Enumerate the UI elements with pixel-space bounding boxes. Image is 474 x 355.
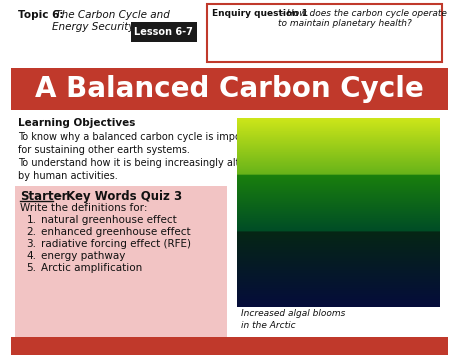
Text: Write the definitions for:: Write the definitions for: xyxy=(20,203,147,213)
FancyBboxPatch shape xyxy=(207,4,442,62)
Text: To know why a balanced carbon cycle is important
for sustaining other earth syst: To know why a balanced carbon cycle is i… xyxy=(18,132,265,155)
Text: Learning Objectives: Learning Objectives xyxy=(18,118,136,128)
Text: enhanced greenhouse effect: enhanced greenhouse effect xyxy=(41,227,191,237)
Text: Lesson 6-7: Lesson 6-7 xyxy=(134,27,193,37)
Text: - Key Words Quiz 3: - Key Words Quiz 3 xyxy=(53,190,182,203)
Text: radiative forcing effect (RFE): radiative forcing effect (RFE) xyxy=(41,239,191,249)
Text: 5.: 5. xyxy=(27,263,36,273)
Text: energy pathway: energy pathway xyxy=(41,251,126,261)
Text: To understand how it is being increasingly altered
by human activities.: To understand how it is being increasing… xyxy=(18,158,262,181)
Text: 2.: 2. xyxy=(27,227,36,237)
Text: Increased algal blooms
in the Arctic: Increased algal blooms in the Arctic xyxy=(241,309,346,331)
FancyBboxPatch shape xyxy=(11,68,448,110)
Text: 4.: 4. xyxy=(27,251,36,261)
Text: A Balanced Carbon Cycle: A Balanced Carbon Cycle xyxy=(35,75,424,103)
Text: Starter: Starter xyxy=(20,190,67,203)
FancyBboxPatch shape xyxy=(11,0,448,68)
Text: 1.: 1. xyxy=(27,215,36,225)
Text: Topic 6:: Topic 6: xyxy=(18,10,64,20)
Text: natural greenhouse effect: natural greenhouse effect xyxy=(41,215,177,225)
FancyBboxPatch shape xyxy=(11,337,448,355)
Text: Arctic amplification: Arctic amplification xyxy=(41,263,142,273)
Text: The Carbon Cycle and
Energy Security: The Carbon Cycle and Energy Security xyxy=(52,10,170,32)
FancyBboxPatch shape xyxy=(130,22,197,42)
FancyBboxPatch shape xyxy=(15,186,228,337)
Text: Enquiry question 1: Enquiry question 1 xyxy=(212,9,308,18)
Text: 3.: 3. xyxy=(27,239,36,249)
Text: - How does the carbon cycle operate
to maintain planetary health?: - How does the carbon cycle operate to m… xyxy=(278,9,447,28)
